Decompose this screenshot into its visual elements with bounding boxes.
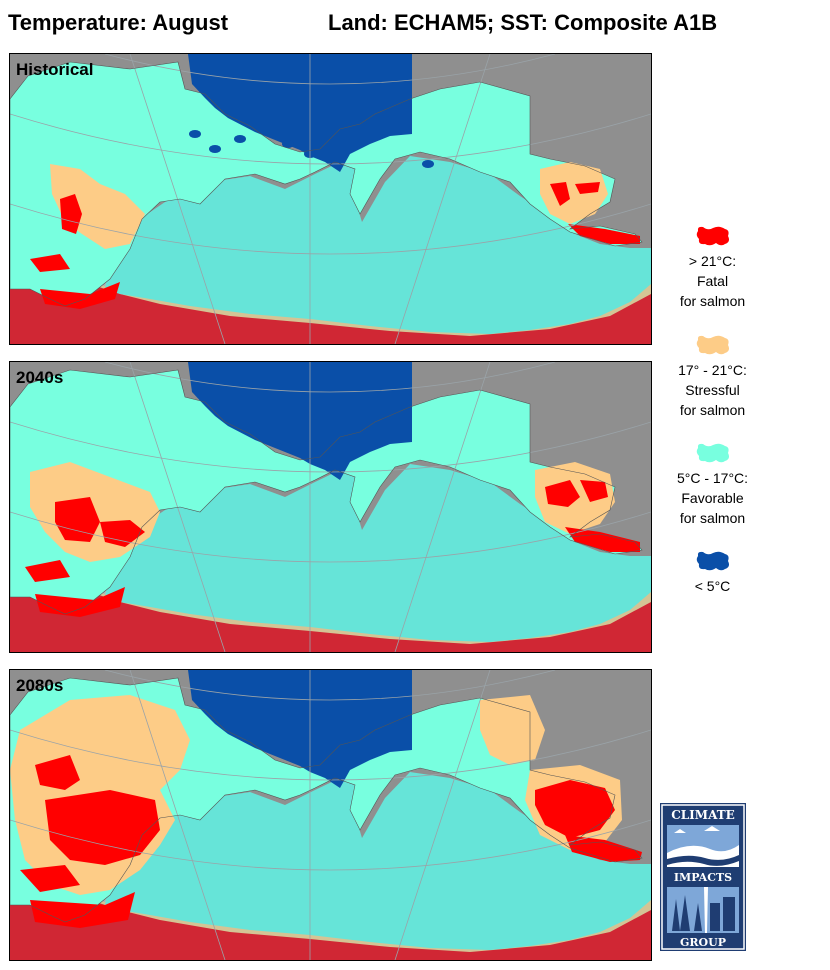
cold-lake [209, 145, 221, 153]
graticule-latitude [10, 729, 651, 781]
land-fatal-zone [100, 520, 145, 547]
land-fatal-zone [565, 835, 642, 862]
legend-item-stressful: 17° - 21°C: Stressful for salmon [655, 334, 770, 420]
coastline [10, 677, 643, 923]
map-panel-historical: Historical [9, 53, 652, 345]
legend-label-stressful: 17° - 21°C: Stressful for salmon [678, 362, 747, 418]
land-fatal-zone [35, 755, 80, 790]
land-fatal-zone [20, 865, 80, 892]
cold-lake [282, 140, 294, 148]
graticule-latitude [10, 819, 651, 871]
graticule-latitude [10, 511, 651, 563]
land-fatal-zone [60, 194, 82, 234]
map-svg-2040s [10, 362, 651, 652]
legend-swatch-favorable [696, 443, 729, 463]
land-fatal-zone [25, 560, 70, 582]
map-title: Temperature: August [8, 10, 229, 35]
graticule-meridian [394, 670, 491, 960]
graticule-meridian [129, 670, 226, 960]
ocean-favorable-zone [105, 464, 651, 642]
logo-text-bottom: GROUP [680, 936, 726, 949]
land-fatal-zone [575, 182, 600, 194]
land-fatal-zone [30, 892, 135, 928]
logo-text-top: CLIMATE [671, 808, 735, 822]
panel-label: Historical [16, 60, 94, 79]
land-fatal-zone [580, 480, 608, 502]
cold-lake [422, 160, 434, 168]
legend-item-favorable: 5°C - 17°C: Favorable for salmon [655, 442, 770, 528]
graticule-latitude [10, 421, 651, 473]
land-favorable-zone [10, 62, 642, 306]
panel-label: 2040s [16, 368, 64, 387]
graticule-latitude [10, 113, 651, 165]
panel-label: 2080s [16, 676, 64, 695]
land-fatal-zone [535, 780, 615, 838]
land-fatal-zone [40, 282, 120, 309]
land-fatal-zone [568, 224, 640, 244]
legend-item-fatal: > 21°C: Fatal for salmon [655, 225, 770, 311]
logo-text-middle: IMPACTS [674, 871, 732, 884]
ocean-favorable-zone [105, 772, 651, 950]
land-fatal-zone [45, 790, 160, 865]
ocean-favorable-zone [105, 156, 651, 334]
graticule-latitude [104, 362, 556, 393]
legend-swatch-stressful [696, 335, 729, 355]
legend-label-favorable: 5°C - 17°C: Favorable for salmon [676, 470, 749, 526]
legend-swatch-fatal [696, 226, 729, 246]
land-fatal-zone [30, 254, 70, 272]
graticule-latitude [104, 54, 556, 85]
map-svg-historical [10, 54, 651, 344]
graticule-meridian [394, 54, 491, 344]
model-subtitle: Land: ECHAM5; SST: Composite A1B [328, 10, 718, 35]
graticule-meridian [129, 54, 226, 344]
ocean-fatal-zone [10, 244, 651, 344]
land-fatal-zone [55, 497, 100, 542]
land-favorable-zone [10, 370, 642, 614]
legend-item-cold: < 5°C [655, 550, 770, 596]
ocean-fatal-zone [10, 860, 651, 960]
graticule-meridian [394, 362, 491, 652]
land-stressful-zone [480, 695, 545, 765]
land-fatal-zone [565, 527, 640, 552]
land-fatal-zone [545, 480, 580, 507]
ocean-fatal-zone [10, 552, 651, 652]
land-stressful-zone [540, 162, 608, 224]
legend-swatch-cold [696, 551, 729, 571]
graticule-latitude [104, 670, 556, 701]
legend-label-fatal: > 21°C: Fatal for salmon [679, 253, 746, 309]
graticule-latitude [10, 203, 651, 255]
cold-lake [234, 135, 246, 143]
climate-impacts-group-logo: CLIMATE IMPACTS GROUP [660, 803, 746, 951]
legend-label-cold: < 5°C [694, 578, 731, 594]
map-panel-2040s: 2040s [9, 361, 652, 653]
land-fatal-zone [35, 587, 125, 617]
graticule-meridian [129, 362, 226, 652]
map-panel-2080s: 2080s [9, 669, 652, 961]
cold-lake [189, 130, 201, 138]
coastline [10, 61, 643, 307]
coastline [10, 369, 643, 615]
map-svg-2080s [10, 670, 651, 960]
land-fatal-zone [550, 182, 570, 206]
